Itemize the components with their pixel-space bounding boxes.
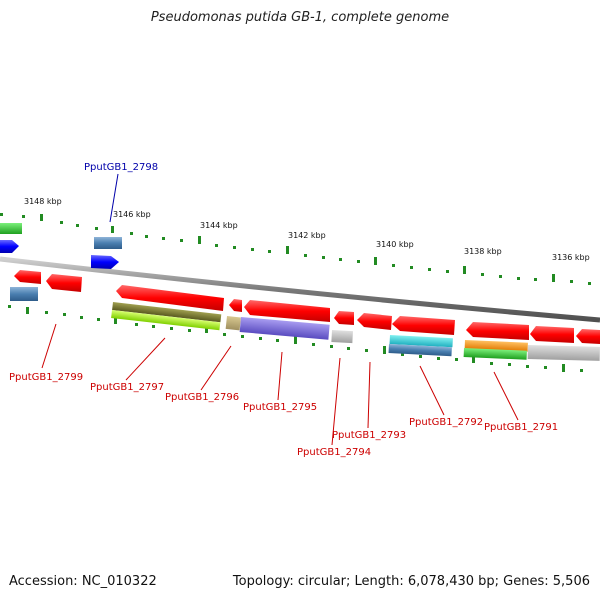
- feature-lime-2797[interactable]: [111, 309, 221, 331]
- tick-label-3140: 3140 kbp: [376, 240, 414, 249]
- gene-arrow-2799[interactable]: [46, 274, 82, 292]
- feature-green-left[interactable]: [0, 223, 22, 234]
- gene-label-2797[interactable]: PputGB1_2797: [90, 382, 164, 393]
- gene-arrow-2791[interactable]: [466, 322, 529, 340]
- feature-olive-2797[interactable]: [112, 302, 222, 323]
- tick-label-3148: 3148 kbp: [24, 197, 62, 206]
- tick-label-3142: 3142 kbp: [288, 231, 326, 240]
- gene-label-2798[interactable]: PputGB1_2798: [84, 162, 158, 173]
- leader-2797: [125, 337, 166, 381]
- gene-arrow-2793[interactable]: [357, 313, 392, 330]
- feature-green-2791[interactable]: [463, 348, 527, 360]
- gene-arrow-2795[interactable]: [244, 300, 330, 322]
- leader-2792: [419, 365, 445, 416]
- gene-arrow-left-small[interactable]: [14, 270, 41, 284]
- feature-tan-2796[interactable]: [225, 316, 241, 331]
- genome-backbone: [0, 256, 600, 323]
- map-title: Pseudomonas putida GB-1, complete genome: [150, 10, 450, 25]
- gene-label-2796[interactable]: PputGB1_2796: [165, 392, 239, 403]
- leader-2791: [493, 371, 519, 421]
- feature-grey-right[interactable]: [527, 344, 600, 361]
- feature-steel-2798[interactable]: [94, 237, 122, 249]
- tick-label-3146: 3146 kbp: [113, 210, 151, 219]
- gene-arrow-right-1[interactable]: [530, 326, 574, 343]
- leader-2799: [41, 323, 57, 369]
- feature-steel-2799[interactable]: [10, 287, 38, 301]
- gene-label-2794[interactable]: PputGB1_2794: [297, 447, 371, 458]
- leader-2795: [277, 351, 283, 401]
- gene-arrow-2792[interactable]: [392, 316, 455, 335]
- gene-arrow-right-2[interactable]: [576, 329, 600, 344]
- leader-2794: [331, 357, 341, 446]
- tick-label-3138: 3138 kbp: [464, 247, 502, 256]
- gene-label-2792[interactable]: PputGB1_2792: [409, 417, 483, 428]
- gene-label-2793[interactable]: PputGB1_2793: [332, 430, 406, 441]
- feature-purple-2795[interactable]: [239, 317, 330, 340]
- accession-label: Accession: NC_010322: [9, 574, 157, 589]
- feature-blue-left[interactable]: [0, 240, 19, 253]
- leader-2793: [367, 361, 371, 429]
- genome-summary: Topology: circular; Length: 6,078,430 bp…: [232, 574, 590, 589]
- leader-2796: [200, 345, 232, 391]
- gene-arrow-2794[interactable]: [334, 311, 354, 325]
- gene-arrow-2798[interactable]: [91, 255, 119, 269]
- outer-tick-scale: [0, 213, 591, 285]
- feature-steel-2792[interactable]: [388, 344, 452, 357]
- feature-cyan-2792[interactable]: [389, 335, 453, 348]
- inner-tick-scale: [8, 305, 583, 372]
- leader-2798: [109, 173, 119, 223]
- gene-label-2791[interactable]: PputGB1_2791: [484, 422, 558, 433]
- gene-label-2799[interactable]: PputGB1_2799: [9, 372, 83, 383]
- tick-label-3144: 3144 kbp: [200, 221, 238, 230]
- gene-arrow-2797[interactable]: [116, 285, 224, 311]
- tick-label-3136: 3136 kbp: [552, 253, 590, 262]
- gene-arrow-2796[interactable]: [229, 299, 242, 312]
- gene-label-2795[interactable]: PputGB1_2795: [243, 402, 317, 413]
- feature-grey-2794[interactable]: [331, 330, 353, 344]
